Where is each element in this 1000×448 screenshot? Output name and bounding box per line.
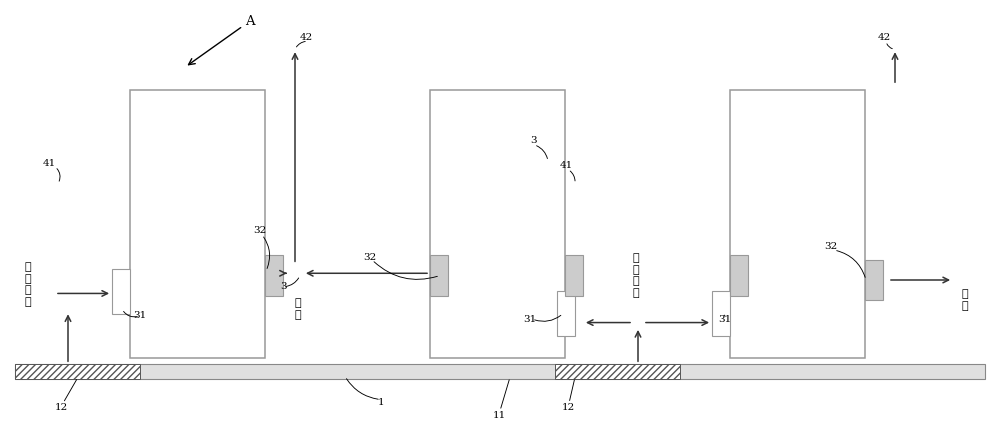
Text: 32: 32	[253, 226, 266, 235]
Bar	[430, 255, 448, 296]
Bar	[265, 255, 283, 296]
Bar	[730, 255, 748, 296]
Bar	[15, 364, 140, 379]
Bar	[555, 364, 680, 379]
Bar	[557, 291, 575, 336]
Text: 41: 41	[560, 161, 573, 170]
Text: 12: 12	[55, 403, 68, 412]
Bar	[112, 269, 130, 314]
Bar	[712, 291, 730, 336]
Bar	[730, 90, 865, 358]
Text: 11: 11	[493, 410, 506, 419]
Text: 12: 12	[562, 403, 575, 412]
Text: 3: 3	[530, 136, 537, 145]
Text: 41: 41	[43, 159, 56, 168]
Text: 32: 32	[363, 253, 376, 262]
Bar	[430, 90, 565, 358]
Text: A: A	[245, 15, 255, 28]
Text: 热
风: 热 风	[295, 298, 301, 319]
Text: 3: 3	[280, 282, 287, 291]
Text: 31: 31	[523, 314, 536, 323]
Text: 42: 42	[300, 33, 313, 42]
Bar	[565, 255, 583, 296]
Bar	[130, 90, 265, 358]
Text: 1: 1	[378, 398, 385, 407]
Bar	[865, 260, 883, 300]
Text: 自
然
冷
风: 自 然 冷 风	[25, 262, 31, 307]
Text: 31: 31	[718, 314, 731, 323]
Text: 42: 42	[878, 33, 891, 42]
Text: 31: 31	[133, 311, 146, 320]
Text: 热
风: 热 风	[962, 289, 968, 310]
Text: 32: 32	[824, 241, 837, 250]
Text: 自
然
冷
风: 自 然 冷 风	[633, 253, 639, 298]
Bar	[15, 364, 985, 379]
